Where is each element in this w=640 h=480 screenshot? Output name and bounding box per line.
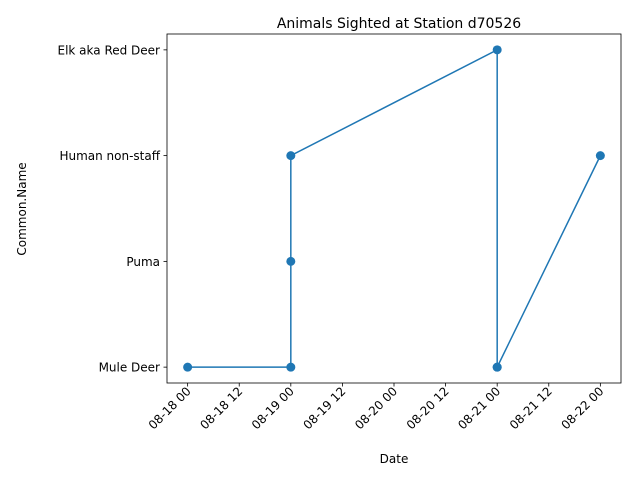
y-tick-label: Puma <box>126 255 160 269</box>
y-axis-label: Common.Name <box>15 162 29 255</box>
chart-title: Animals Sighted at Station d70526 <box>277 16 521 32</box>
plot-area-frame <box>166 33 622 384</box>
x-tick-label: 08-19 12 <box>300 384 348 432</box>
y-tick-label: Mule Deer <box>99 361 160 375</box>
x-tick-label: 08-19 00 <box>249 384 297 432</box>
data-point <box>286 151 296 161</box>
data-point <box>595 151 605 161</box>
x-tick-label: 08-22 00 <box>558 384 606 432</box>
x-axis-label: Date <box>380 452 409 466</box>
data-point <box>492 45 502 55</box>
y-axis-ticks: Mule Deer Puma Human non-staff Elk aka Red … <box>58 43 167 375</box>
x-tick-label: 08-20 12 <box>404 384 452 432</box>
y-tick-label: Elk aka Red Deer <box>58 43 161 57</box>
data-point <box>286 256 296 266</box>
data-point <box>286 362 296 372</box>
data-point <box>183 362 193 372</box>
x-tick-label: 08-21 00 <box>455 384 503 432</box>
x-tick-label: 08-18 00 <box>146 384 194 432</box>
data-point <box>492 362 502 372</box>
x-tick-label: 08-20 00 <box>352 384 400 432</box>
series-group <box>183 45 605 372</box>
series-line <box>187 48 602 368</box>
x-axis-ticks: 08-18 00 08-18 12 08-19 00 08-19 12 08-20 00… <box>146 383 606 432</box>
x-tick-label: 08-18 12 <box>197 384 245 432</box>
x-tick-label: 08-21 12 <box>507 384 555 432</box>
y-tick-label: Human non-staff <box>59 149 160 163</box>
